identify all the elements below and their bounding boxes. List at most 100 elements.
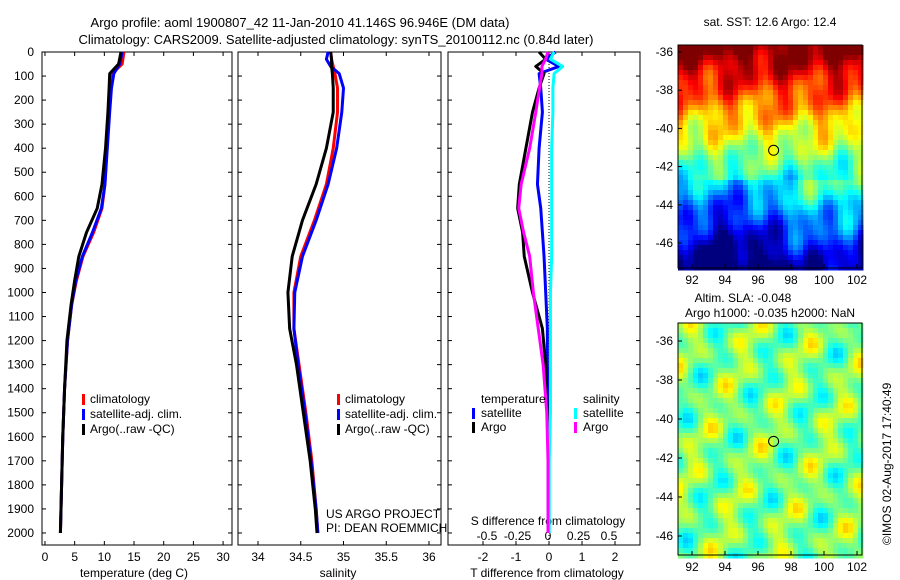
map-cell — [828, 358, 834, 364]
map-cell — [718, 463, 724, 469]
map-cell — [813, 468, 819, 474]
map-cell — [833, 493, 839, 499]
map-cell — [748, 210, 754, 216]
map-cell — [798, 458, 804, 464]
map-cell — [683, 343, 689, 349]
map-cell — [723, 205, 729, 211]
map-cell — [718, 333, 724, 339]
map-cell — [783, 235, 789, 241]
map-cell — [733, 493, 739, 499]
map-cell — [683, 80, 689, 86]
map-cell — [693, 533, 699, 539]
map-cell — [788, 70, 794, 76]
map-cell — [688, 363, 694, 369]
map-cell — [703, 373, 709, 379]
map-cell — [843, 200, 849, 206]
map-cell — [708, 250, 714, 256]
map-cell — [743, 260, 749, 266]
map-cell — [813, 348, 819, 354]
map-cell — [818, 448, 824, 454]
map-cell — [763, 373, 769, 379]
map-cell — [773, 353, 779, 359]
map-cell — [738, 393, 744, 399]
map-cell — [718, 170, 724, 176]
map-cell — [678, 145, 684, 151]
map-cell — [833, 453, 839, 459]
map-cell — [723, 458, 729, 464]
map-cell — [733, 403, 739, 409]
map-cell — [798, 145, 804, 151]
map-cell — [773, 398, 779, 404]
map-cell — [758, 110, 764, 116]
map-cell — [823, 323, 829, 329]
map-cell — [693, 75, 699, 81]
map-cell — [788, 85, 794, 91]
map-cell — [688, 205, 694, 211]
map-cell — [688, 175, 694, 181]
map-cell — [718, 413, 724, 419]
map-cell — [718, 483, 724, 489]
map-cell — [848, 398, 854, 404]
map-cell — [793, 458, 799, 464]
map-cell — [748, 105, 754, 111]
map-cell — [833, 423, 839, 429]
map-cell — [683, 348, 689, 354]
map-cell — [718, 328, 724, 334]
map-cell — [773, 255, 779, 261]
map-cell — [708, 503, 714, 509]
map-cell — [753, 513, 759, 519]
map-cell — [778, 130, 784, 136]
map-cell — [738, 543, 744, 549]
map-cell — [818, 403, 824, 409]
map-cell — [718, 185, 724, 191]
map-cell — [743, 358, 749, 364]
map-cell — [763, 60, 769, 66]
map-cell — [788, 458, 794, 464]
map-cell — [838, 438, 844, 444]
map-cell — [723, 250, 729, 256]
map-cell — [698, 170, 704, 176]
map-cell — [753, 55, 759, 61]
map-cell — [818, 343, 824, 349]
map-cell — [768, 130, 774, 136]
map-cell — [858, 225, 864, 231]
map-cell — [678, 493, 684, 499]
map-cell — [848, 75, 854, 81]
map-cell — [838, 358, 844, 364]
map-cell — [828, 368, 834, 374]
map-cell — [793, 70, 799, 76]
map-cell — [843, 260, 849, 266]
map-cell — [678, 513, 684, 519]
map-cell — [758, 220, 764, 226]
map-cell — [828, 205, 834, 211]
map-cell — [848, 165, 854, 171]
map-cell — [808, 453, 814, 459]
map-cell — [858, 100, 864, 106]
map-cell — [823, 338, 829, 344]
map-cell — [693, 343, 699, 349]
map-cell — [768, 75, 774, 81]
map-cell — [728, 215, 734, 221]
map-cell — [858, 140, 864, 146]
map-cell — [713, 403, 719, 409]
map-cell — [808, 100, 814, 106]
map-cell — [688, 488, 694, 494]
map-cell — [793, 513, 799, 519]
map-cell — [793, 175, 799, 181]
map-cell — [818, 353, 824, 359]
map-cell — [683, 150, 689, 156]
map-cell — [728, 95, 734, 101]
map-cell — [743, 195, 749, 201]
map-cell — [723, 428, 729, 434]
map-cell — [758, 368, 764, 374]
map-cell — [833, 553, 839, 559]
map-cell — [848, 528, 854, 534]
map-cell — [738, 343, 744, 349]
map-cell — [708, 130, 714, 136]
map-cell — [823, 180, 829, 186]
map-cell — [808, 518, 814, 524]
map-cell — [733, 393, 739, 399]
map-cell — [858, 215, 864, 221]
map-cell — [758, 115, 764, 121]
map-cell — [748, 328, 754, 334]
